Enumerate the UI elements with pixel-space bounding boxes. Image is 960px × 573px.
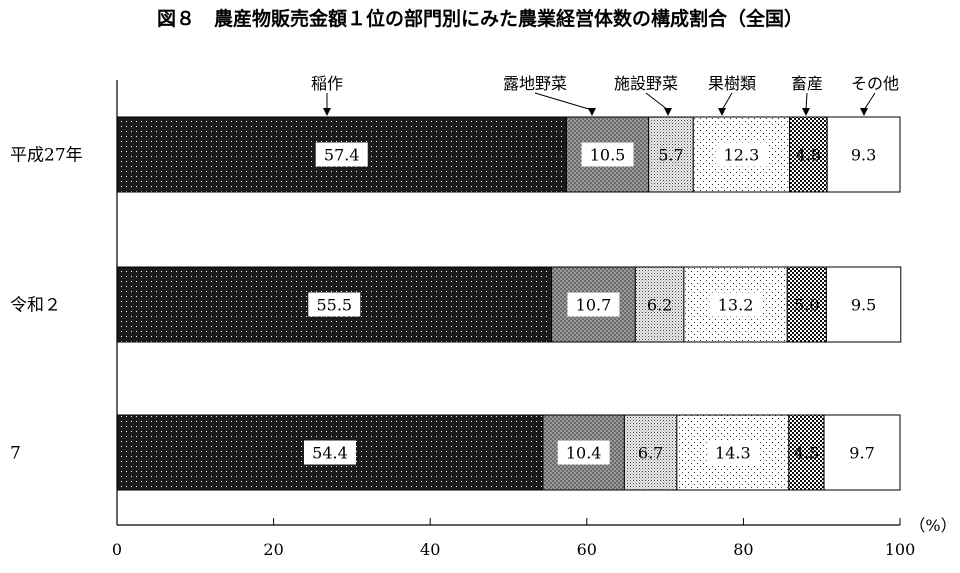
data-label-livestock: 4.8	[796, 146, 821, 165]
chart-title: 図８ 農産物販売金額１位の部門別にみた農業経営体数の構成割合（全国）	[157, 7, 803, 30]
data-label-box	[706, 440, 759, 465]
legend-item-rice: 稲作	[311, 74, 343, 116]
x-tick-label: 100	[885, 540, 916, 559]
x-tick-label: 40	[420, 540, 440, 559]
legend-arrow-head	[664, 108, 672, 116]
legend-arrow-head	[802, 108, 810, 116]
data-label-box	[581, 142, 634, 167]
data-label-box	[557, 440, 610, 465]
data-label-greenhouse-vegetables: 5.7	[658, 146, 683, 165]
legend-item-livestock: 畜産	[791, 74, 823, 116]
bar-segment-livestock	[788, 414, 825, 491]
bars: 57.4 10.5 5.7 12.3 4.8 9.3 55.5 10.7 6.2 13.2 5.0 9…	[116, 116, 902, 491]
unit-label: （%）	[909, 516, 956, 535]
data-label-other: 9.3	[851, 146, 876, 165]
data-label-livestock: 5.0	[794, 296, 819, 315]
bar-row: 54.4 10.4 6.7 14.3 4.5 9.7	[116, 414, 901, 491]
legend-item-other: その他	[851, 74, 899, 116]
x-tick-label: 0	[112, 540, 122, 559]
legend-label: 施設野菜	[614, 74, 678, 93]
bar-segment-greenhouse-vegetables	[648, 116, 694, 193]
legend-arrow-head	[718, 108, 726, 116]
legend-label: その他	[851, 74, 899, 93]
legend-arrow-line	[805, 92, 808, 111]
x-tick-label: 80	[733, 540, 753, 559]
bar-row: 57.4 10.5 5.7 12.3 4.8 9.3	[116, 116, 901, 193]
data-label-fruit: 12.3	[724, 146, 760, 165]
data-label-rice: 57.4	[324, 146, 360, 165]
legend-arrow-head	[588, 108, 596, 116]
data-label-box	[709, 292, 762, 317]
data-label-open-field-vegetables: 10.7	[576, 296, 612, 315]
bar-segment-greenhouse-vegetables	[634, 266, 685, 343]
data-label-fruit: 14.3	[715, 444, 751, 463]
legend-arrow-line	[645, 92, 669, 111]
legend: 稲作 露地野菜 施設野菜 果樹類 畜産 その他	[311, 74, 899, 116]
x-axis: 0 20 40 60 80 100 （%）	[112, 80, 957, 559]
bar-row: 55.5 10.7 6.2 13.2 5.0 9.5	[116, 266, 902, 343]
legend-label: 稲作	[311, 74, 343, 93]
bar-segment-greenhouse-vegetables	[623, 414, 678, 491]
data-label-fruit: 13.2	[718, 296, 754, 315]
data-label-open-field-vegetables: 10.5	[590, 146, 626, 165]
data-label-other: 9.5	[851, 296, 876, 315]
legend-item-fruit: 果樹類	[708, 74, 756, 116]
x-tick-label: 20	[263, 540, 283, 559]
legend-arrow-line	[721, 92, 733, 111]
category-label: 平成27年	[10, 146, 83, 166]
bar-segment-livestock	[789, 116, 828, 193]
x-tick-label: 60	[577, 540, 597, 559]
data-label-box	[308, 292, 361, 317]
bar-segment-livestock	[786, 266, 827, 343]
legend-arrow-line	[863, 92, 876, 111]
bar-segment-other	[825, 266, 902, 343]
data-label-greenhouse-vegetables: 6.7	[638, 444, 663, 463]
bar-segment-other	[826, 116, 901, 193]
data-label-greenhouse-vegetables: 6.2	[647, 296, 672, 315]
legend-label: 果樹類	[708, 74, 756, 93]
data-label-open-field-vegetables: 10.4	[566, 444, 602, 463]
data-label-box	[715, 142, 768, 167]
legend-arrow-line	[534, 92, 593, 111]
category-label: 令和２	[10, 296, 61, 316]
legend-arrow-head	[323, 108, 331, 116]
legend-item-greenhouse-vegetables: 施設野菜	[614, 74, 678, 116]
category-label: 7	[10, 444, 21, 464]
legend-label: 畜産	[791, 74, 823, 93]
data-label-box	[315, 142, 368, 167]
data-label-other: 9.7	[849, 444, 874, 463]
data-label-rice: 54.4	[312, 444, 348, 463]
data-label-rice: 55.5	[316, 296, 352, 315]
data-label-box	[567, 292, 620, 317]
bar-segment-other	[823, 414, 901, 491]
data-label-livestock: 4.5	[794, 444, 819, 463]
legend-arrow-head	[860, 108, 868, 116]
legend-label: 露地野菜	[503, 74, 567, 93]
data-label-box	[303, 440, 356, 465]
legend-item-open-field-vegetables: 露地野菜	[503, 74, 596, 116]
